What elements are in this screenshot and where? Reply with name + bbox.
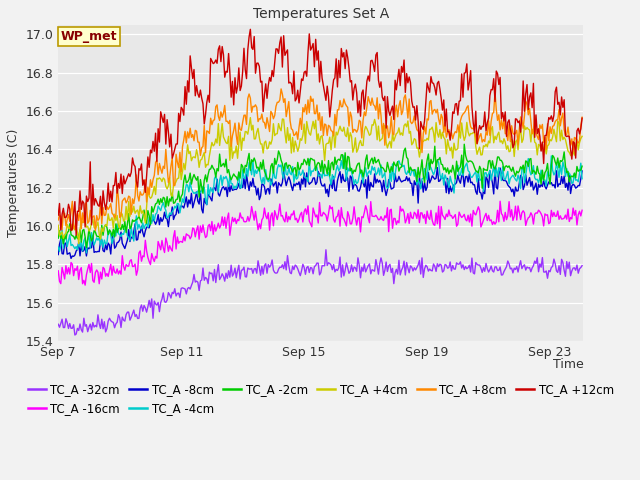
TC_A -8cm bbox=[260, 184, 268, 190]
TC_A +4cm bbox=[153, 175, 161, 181]
TC_A -16cm bbox=[67, 260, 75, 265]
TC_A -2cm bbox=[67, 232, 75, 238]
Line: TC_A +8cm: TC_A +8cm bbox=[58, 89, 582, 230]
TC_A -32cm bbox=[71, 332, 79, 338]
TC_A +8cm bbox=[277, 86, 285, 92]
TC_A -8cm bbox=[153, 218, 161, 224]
TC_A -4cm bbox=[506, 176, 514, 181]
TC_A -16cm bbox=[260, 205, 268, 211]
TC_A -8cm bbox=[272, 179, 280, 185]
TC_A -16cm bbox=[496, 198, 504, 204]
TC_A -2cm bbox=[272, 161, 280, 167]
TC_A -8cm bbox=[433, 165, 441, 170]
TC_A -32cm bbox=[506, 266, 514, 272]
TC_A -16cm bbox=[81, 282, 89, 288]
TC_A +4cm bbox=[273, 131, 281, 136]
Line: TC_A -16cm: TC_A -16cm bbox=[58, 201, 582, 285]
TC_A +12cm bbox=[67, 228, 75, 233]
TC_A +12cm bbox=[506, 127, 514, 132]
TC_A -16cm bbox=[506, 214, 514, 220]
TC_A -2cm bbox=[579, 163, 586, 169]
TC_A -32cm bbox=[153, 302, 161, 308]
TC_A +8cm bbox=[579, 114, 586, 120]
Line: TC_A +4cm: TC_A +4cm bbox=[58, 118, 582, 244]
TC_A -32cm bbox=[54, 321, 62, 327]
Y-axis label: Temperatures (C): Temperatures (C) bbox=[7, 129, 20, 237]
TC_A -8cm bbox=[579, 168, 586, 174]
TC_A +12cm bbox=[54, 212, 62, 218]
TC_A +4cm bbox=[579, 133, 586, 139]
TC_A -4cm bbox=[272, 176, 280, 181]
TC_A -2cm bbox=[153, 200, 161, 206]
TC_A -4cm bbox=[67, 242, 75, 248]
TC_A -2cm bbox=[83, 245, 90, 251]
TC_A +8cm bbox=[506, 139, 514, 144]
TC_A -16cm bbox=[54, 268, 62, 274]
Text: WP_met: WP_met bbox=[61, 30, 117, 43]
TC_A -4cm bbox=[83, 250, 90, 256]
TC_A -32cm bbox=[67, 325, 75, 331]
TC_A +12cm bbox=[579, 115, 586, 121]
TC_A -32cm bbox=[260, 263, 268, 268]
TC_A -4cm bbox=[508, 174, 515, 180]
TC_A +4cm bbox=[67, 221, 75, 227]
TC_A +4cm bbox=[75, 241, 83, 247]
TC_A -4cm bbox=[579, 176, 586, 181]
TC_A +12cm bbox=[273, 46, 281, 52]
TC_A +8cm bbox=[508, 123, 515, 129]
TC_A -8cm bbox=[506, 185, 514, 191]
TC_A -16cm bbox=[508, 207, 515, 213]
TC_A -8cm bbox=[67, 255, 75, 261]
TC_A +12cm bbox=[153, 158, 161, 164]
TC_A +4cm bbox=[506, 148, 514, 154]
TC_A -2cm bbox=[54, 235, 62, 241]
TC_A +4cm bbox=[508, 137, 515, 143]
TC_A +8cm bbox=[54, 217, 62, 223]
TC_A +8cm bbox=[272, 104, 280, 109]
TC_A -16cm bbox=[272, 212, 280, 218]
TC_A -4cm bbox=[340, 153, 348, 158]
TC_A -8cm bbox=[68, 253, 76, 259]
Legend: TC_A -32cm, TC_A -16cm, TC_A -8cm, TC_A -4cm, TC_A -2cm, TC_A +4cm, TC_A +8cm, T: TC_A -32cm, TC_A -16cm, TC_A -8cm, TC_A … bbox=[23, 378, 618, 420]
Line: TC_A -32cm: TC_A -32cm bbox=[58, 250, 582, 335]
Line: TC_A -2cm: TC_A -2cm bbox=[58, 144, 582, 248]
TC_A -4cm bbox=[153, 210, 161, 216]
TC_A +12cm bbox=[508, 132, 515, 138]
TC_A +4cm bbox=[246, 115, 254, 120]
TC_A +4cm bbox=[262, 138, 269, 144]
TC_A -32cm bbox=[322, 247, 330, 252]
TC_A +8cm bbox=[67, 208, 75, 214]
TC_A -4cm bbox=[260, 181, 268, 187]
Title: Temperatures Set A: Temperatures Set A bbox=[253, 7, 389, 21]
TC_A -8cm bbox=[54, 252, 62, 257]
Line: TC_A +12cm: TC_A +12cm bbox=[58, 29, 582, 235]
TC_A -32cm bbox=[272, 270, 280, 276]
Line: TC_A -8cm: TC_A -8cm bbox=[58, 168, 582, 258]
TC_A +4cm bbox=[54, 222, 62, 228]
TC_A -2cm bbox=[260, 168, 268, 174]
TC_A +8cm bbox=[153, 157, 161, 163]
TC_A -32cm bbox=[508, 265, 515, 271]
TC_A -8cm bbox=[508, 189, 515, 194]
TC_A -16cm bbox=[579, 207, 586, 213]
TC_A +12cm bbox=[246, 26, 254, 32]
TC_A +8cm bbox=[92, 228, 99, 233]
TC_A -2cm bbox=[506, 166, 514, 172]
Line: TC_A -4cm: TC_A -4cm bbox=[58, 156, 582, 253]
TC_A +12cm bbox=[262, 81, 269, 87]
TC_A -2cm bbox=[508, 168, 515, 174]
TC_A -4cm bbox=[54, 244, 62, 250]
TC_A -32cm bbox=[579, 263, 586, 268]
Text: Time: Time bbox=[552, 358, 584, 371]
TC_A +8cm bbox=[260, 120, 268, 125]
TC_A -16cm bbox=[153, 255, 161, 261]
TC_A -2cm bbox=[460, 141, 468, 147]
TC_A +12cm bbox=[72, 232, 80, 238]
